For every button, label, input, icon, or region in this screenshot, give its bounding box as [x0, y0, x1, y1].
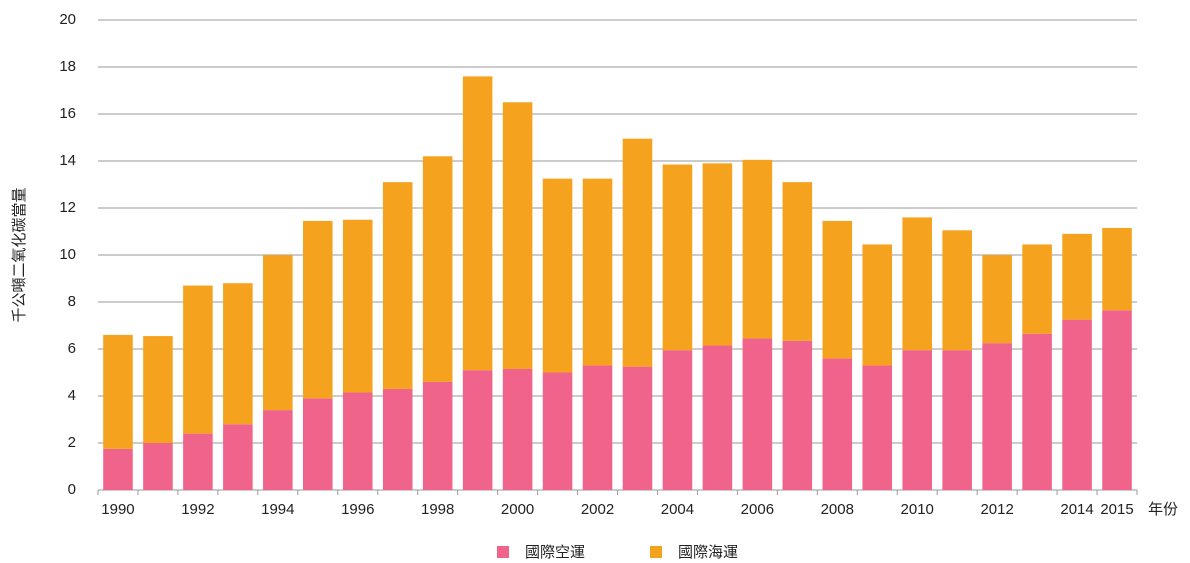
bar-segment [143, 336, 173, 443]
bar-segment [582, 365, 613, 490]
legend-label: 國際空運 [525, 544, 585, 561]
bar-segment [742, 338, 773, 490]
bar-segment [422, 156, 453, 382]
y-tick-label: 10 [59, 246, 76, 263]
x-tick-label: 2010 [901, 501, 934, 518]
bar-segment [942, 350, 972, 490]
y-tick-label: 2 [68, 434, 76, 451]
bar-segment [582, 178, 613, 366]
y-tick-label: 8 [68, 293, 76, 310]
bar-segment [1102, 310, 1132, 490]
x-tick-label: 1996 [341, 501, 374, 518]
bar-segment [502, 368, 533, 490]
x-tick-label: 2014 [1060, 501, 1093, 518]
x-tick-label: 2000 [501, 501, 534, 518]
x-tick-label: 2008 [821, 501, 854, 518]
bar-segment [702, 163, 733, 346]
bar-segment [143, 443, 173, 490]
bar-segment [902, 217, 932, 351]
legend-swatch [650, 546, 662, 558]
bar-segment [1062, 319, 1092, 490]
bar-segment [742, 159, 773, 339]
bar-segment [223, 283, 253, 425]
bar-segment [382, 388, 413, 490]
bar-segment [342, 219, 373, 393]
bar-segment [223, 424, 253, 490]
bar-segment [982, 255, 1012, 344]
bar-segment [422, 381, 453, 490]
x-axis-title: 年份 [1148, 501, 1178, 518]
bar-segment [1102, 227, 1132, 311]
x-tick-label: 2002 [581, 501, 614, 518]
bar-segment [462, 76, 493, 371]
x-tick-label: 1998 [421, 501, 454, 518]
bar-segment [702, 345, 733, 490]
legend-label: 國際海運 [678, 544, 738, 561]
bar-segment [822, 220, 853, 359]
bar-segment [782, 182, 813, 341]
bar-segment [342, 392, 373, 490]
y-tick-label: 12 [59, 199, 76, 216]
bar-segment [622, 366, 653, 490]
y-tick-label: 16 [59, 105, 76, 122]
bar-segment [1022, 333, 1052, 490]
bar-segment [782, 340, 813, 490]
y-tick-label: 14 [59, 152, 76, 169]
legend-swatch [497, 546, 509, 558]
bar-segment [382, 182, 413, 389]
bar-segment [662, 164, 693, 351]
y-tick-label: 20 [59, 11, 76, 28]
bar-segment [942, 230, 972, 351]
bar-segment [1062, 233, 1092, 320]
bar-segment [103, 334, 133, 449]
bar-segment [542, 372, 573, 490]
x-tick-label: 1990 [101, 501, 134, 518]
bar-segment [303, 398, 333, 490]
y-axis-title: 千公噸二氧化碳當量 [11, 187, 28, 322]
bar-segment [502, 102, 533, 369]
bar-segment [263, 255, 293, 411]
bar-segment [303, 220, 333, 399]
x-tick-label: 2006 [741, 501, 774, 518]
x-tick-label: 2012 [980, 501, 1013, 518]
x-tick-label: 2004 [661, 501, 694, 518]
bar-segment [1022, 244, 1052, 334]
y-tick-label: 0 [68, 481, 76, 498]
bar-segment [862, 244, 893, 366]
bar-segment [982, 343, 1012, 490]
y-tick-label: 6 [68, 340, 76, 357]
bar-segment [662, 350, 693, 490]
bar-segment [902, 350, 932, 490]
bar-segment [622, 138, 653, 367]
y-tick-label: 18 [59, 58, 76, 75]
x-tick-label: 1992 [181, 501, 214, 518]
bar-segment [462, 370, 493, 490]
bar-segment [862, 365, 893, 490]
bar-segment [103, 448, 133, 490]
bar-segment [822, 358, 853, 490]
x-tick-label: 1994 [261, 501, 294, 518]
bar-segment [183, 285, 213, 434]
bar-segment [542, 178, 573, 373]
x-tick-label: 2015 [1100, 501, 1133, 518]
bar-segment [183, 433, 213, 490]
bar-segment [263, 410, 293, 490]
y-tick-label: 4 [68, 387, 76, 404]
